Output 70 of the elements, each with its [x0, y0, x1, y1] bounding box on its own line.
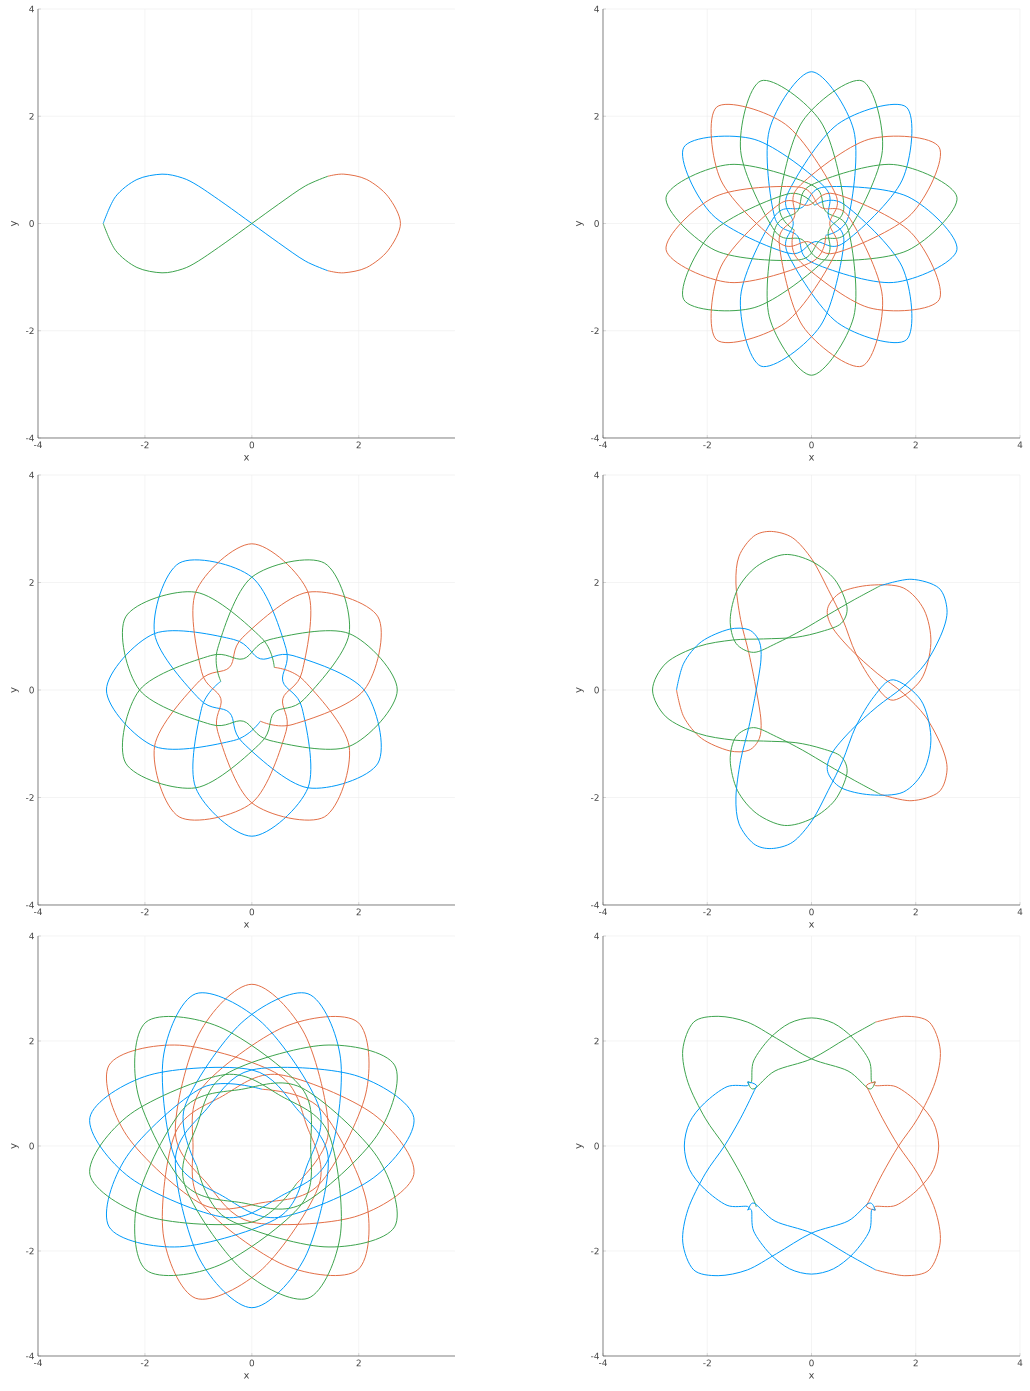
x-tick-label: 0 — [809, 908, 814, 916]
y-tick-label: -2 — [25, 1247, 34, 1255]
x-tick-label: 0 — [249, 908, 255, 916]
y-tick-label: -2 — [590, 327, 599, 335]
y-tick-label: 0 — [29, 1142, 34, 1150]
y-tick-label: -2 — [590, 1247, 599, 1255]
y-tick-label: -2 — [25, 327, 34, 335]
y-tick-label: -2 — [25, 794, 34, 801]
x-tick-label: 2 — [913, 441, 918, 449]
line-series — [676, 530, 948, 802]
x-axis-title: x — [808, 922, 815, 928]
y-tick-label: 4 — [594, 5, 599, 13]
y-tick-label: -2 — [590, 794, 599, 801]
y-tick-label: 2 — [29, 112, 34, 120]
x-tick-label: -2 — [140, 908, 149, 916]
y-tick-label: 0 — [594, 220, 599, 227]
y-tick-label: -4 — [590, 901, 599, 909]
line-series — [676, 578, 948, 850]
x-tick-label: 2 — [356, 1359, 361, 1367]
y-tick-label: -4 — [25, 1352, 34, 1360]
x-tick-label: 0 — [249, 441, 255, 449]
y-tick-label: 4 — [29, 932, 34, 940]
x-tick-label: 0 — [249, 1359, 255, 1367]
x-tick-label: 2 — [356, 908, 361, 916]
x-tick-label: -2 — [140, 1359, 149, 1367]
x-axis-title: x — [243, 1373, 250, 1379]
x-axis-title: x — [808, 1373, 815, 1379]
x-tick-label: -2 — [703, 1359, 711, 1367]
x-tick-label: 2 — [913, 908, 918, 916]
x-tick-label: 4 — [1017, 1359, 1023, 1367]
x-axis-title: x — [808, 455, 815, 461]
x-axis-title: x — [243, 922, 250, 928]
x-tick-label: 0 — [809, 441, 814, 449]
line-series — [866, 1015, 941, 1277]
line-series — [327, 173, 401, 274]
line-series — [652, 554, 881, 826]
y-axis-title: y — [11, 1143, 19, 1149]
y-tick-label: 2 — [594, 112, 599, 120]
x-tick-label: 0 — [809, 1359, 814, 1367]
y-tick-label: 0 — [29, 220, 34, 227]
y-tick-label: 0 — [594, 686, 599, 694]
x-tick-label: 4 — [1017, 441, 1023, 449]
x-tick-label: 2 — [913, 1359, 918, 1367]
x-tick-label: 4 — [1017, 908, 1023, 916]
line-series — [682, 1081, 877, 1277]
x-tick-label: -2 — [703, 908, 711, 916]
y-tick-label: 4 — [29, 471, 34, 479]
y-tick-label: 2 — [29, 579, 34, 586]
y-tick-label: 0 — [594, 1142, 599, 1150]
y-axis-title: y — [576, 687, 584, 693]
y-tick-label: 2 — [29, 1037, 34, 1045]
y-tick-label: 4 — [29, 5, 34, 13]
x-axis-title: x — [243, 455, 250, 461]
x-tick-label: 2 — [356, 441, 361, 449]
y-tick-label: -4 — [25, 901, 34, 909]
y-tick-label: 2 — [594, 1037, 599, 1045]
y-tick-label: -4 — [590, 1352, 599, 1360]
y-axis-title: y — [11, 687, 19, 693]
y-axis-title: y — [576, 220, 584, 227]
y-tick-label: 4 — [594, 471, 599, 479]
x-tick-label: -2 — [140, 441, 149, 449]
y-tick-label: -4 — [25, 434, 34, 442]
y-tick-label: 2 — [594, 579, 599, 586]
x-tick-label: -2 — [703, 441, 711, 449]
y-axis-title: y — [576, 1143, 584, 1149]
y-tick-label: 0 — [29, 686, 34, 694]
y-axis-title: y — [11, 220, 19, 227]
y-tick-label: -4 — [590, 434, 599, 442]
line-series — [682, 1015, 877, 1208]
y-tick-label: 4 — [594, 932, 599, 940]
